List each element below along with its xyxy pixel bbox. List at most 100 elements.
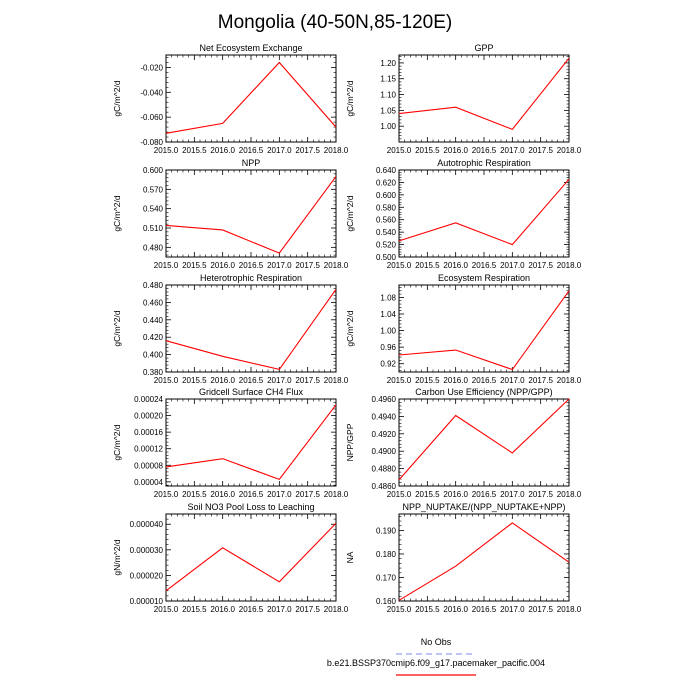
chart-panel: Net Ecosystem Exchange 2015.0 2015.5 2016.0… <box>112 43 349 155</box>
legend-case-label: b.e21.BSSP370cmip6.f09_g17.pacemaker_pac… <box>327 658 545 668</box>
legend: No Obs b.e21.BSSP370cmip6.f09_g17.pacema… <box>327 637 545 676</box>
x-tick-label: 2016.0 <box>443 490 468 499</box>
x-tick-label: 2016.0 <box>443 261 468 270</box>
x-tick-label: 2018.0 <box>324 376 349 385</box>
y-tick-label: -0.020 <box>140 63 163 72</box>
x-tick-label: 2015.0 <box>154 261 179 270</box>
series-line <box>165 289 337 371</box>
y-tick-label: 0.000040 <box>130 520 164 529</box>
y-tick-label: 0.180 <box>376 550 397 559</box>
y-tick-label: 0.420 <box>143 333 164 342</box>
x-tick-label: 2018.0 <box>557 146 582 155</box>
x-tick-label: 2016.0 <box>443 376 468 385</box>
series-line <box>165 61 337 134</box>
plot-frame <box>398 513 570 602</box>
x-tick-label: 2016.5 <box>239 376 264 385</box>
x-tick-label: 2015.0 <box>387 261 412 270</box>
x-tick-label: 2016.0 <box>443 605 468 614</box>
x-tick-label: 2017.5 <box>528 261 553 270</box>
x-tick-label: 2016.5 <box>239 605 264 614</box>
y-tick-label: 0.4880 <box>372 465 397 474</box>
y-tick-label: 0.500 <box>376 253 397 262</box>
y-tick-label: 0.190 <box>376 526 397 535</box>
y-tick-label: 0.160 <box>376 597 397 606</box>
x-tick-label: 2017.5 <box>295 261 320 270</box>
y-tick-label: 1.05 <box>380 106 396 115</box>
y-tick-label: 0.4860 <box>372 482 397 491</box>
series-line <box>165 404 337 481</box>
x-tick-label: 2015.5 <box>415 376 440 385</box>
x-tick-label: 2018.0 <box>557 490 582 499</box>
y-tick-label: 0.620 <box>376 178 397 187</box>
x-tick-label: 2015.5 <box>182 490 207 499</box>
x-tick-label: 2015.0 <box>387 376 412 385</box>
chart-panel: Soil NO3 Pool Loss to Leaching 2015.0 2015… <box>112 502 349 614</box>
y-tick-label: 0.580 <box>376 203 397 212</box>
series-line <box>398 290 570 371</box>
legend-obs-label: No Obs <box>421 637 452 647</box>
x-tick-label: 2016.5 <box>472 605 497 614</box>
x-tick-label: 2015.5 <box>415 261 440 270</box>
y-tick-label: 0.520 <box>376 241 397 250</box>
x-tick-label: 2018.0 <box>557 376 582 385</box>
x-tick-label: 2017.0 <box>500 261 525 270</box>
y-tick-label: 0.00024 <box>134 395 163 404</box>
plot-frame <box>165 513 337 602</box>
x-tick-label: 2017.5 <box>528 376 553 385</box>
y-tick-label: 0.460 <box>143 298 164 307</box>
x-tick-label: 2015.5 <box>182 376 207 385</box>
y-tick-label: -0.040 <box>140 88 163 97</box>
x-tick-label: 2018.0 <box>324 605 349 614</box>
y-tick-label: 0.000020 <box>130 571 164 580</box>
x-tick-label: 2018.0 <box>557 261 582 270</box>
x-tick-label: 2017.5 <box>295 376 320 385</box>
y-tick-label: 0.600 <box>376 191 397 200</box>
y-tick-label: 0.00016 <box>134 428 163 437</box>
chart-panel: NPP_NUPTAKE/(NPP_NUPTAKE+NPP) 2015.0 2015.… <box>345 502 582 614</box>
y-tick-label: 0.440 <box>143 316 164 325</box>
y-tick-label: 0.170 <box>376 573 397 582</box>
x-tick-label: 2016.5 <box>472 490 497 499</box>
y-tick-label: 0.4900 <box>372 447 397 456</box>
y-axis-label: gC/m^2/d <box>345 195 355 231</box>
x-tick-label: 2016.5 <box>239 490 264 499</box>
chart-panel: GPP 2015.0 2015.5 2016.0 2016.5 2017.0 2017.5 2… <box>345 43 582 155</box>
y-tick-label: 0.000030 <box>130 546 164 555</box>
y-axis-label: NPP/GPP <box>345 423 355 461</box>
panel-title: Gridcell Surface CH4 Flux <box>199 387 304 397</box>
series-line <box>398 398 570 481</box>
x-tick-label: 2015.0 <box>154 490 179 499</box>
chart-panel: Ecosystem Respiration 2015.0 2015.5 2016.0 2… <box>345 273 582 385</box>
y-tick-label: 1.08 <box>380 293 396 302</box>
y-axis-label: gC/m^2/d <box>112 310 122 346</box>
y-tick-label: 0.400 <box>143 351 164 360</box>
x-tick-label: 2016.5 <box>472 146 497 155</box>
x-tick-label: 2018.0 <box>324 146 349 155</box>
x-tick-label: 2016.0 <box>210 376 235 385</box>
y-tick-label: 0.000010 <box>130 597 164 606</box>
series-line <box>165 522 337 592</box>
x-tick-label: 2015.0 <box>387 605 412 614</box>
y-tick-label: 0.4940 <box>372 412 397 421</box>
y-tick-label: 0.4920 <box>372 430 397 439</box>
y-tick-label: 0.96 <box>380 343 396 352</box>
x-tick-label: 2015.5 <box>182 605 207 614</box>
x-tick-label: 2015.0 <box>154 605 179 614</box>
y-axis-label: gC/m^2/d <box>112 424 122 460</box>
panel-title: Carbon Use Efficiency (NPP/GPP) <box>415 387 552 397</box>
x-tick-label: 2017.5 <box>528 146 553 155</box>
series-line <box>165 176 337 254</box>
figure-title: Mongolia (40-50N,85-120E) <box>218 12 452 33</box>
series-line <box>398 57 570 131</box>
y-tick-label: 1.04 <box>380 310 396 319</box>
y-tick-label: 0.00008 <box>134 461 163 470</box>
x-tick-label: 2015.0 <box>387 490 412 499</box>
plot-frame <box>398 169 570 258</box>
plot-frame <box>165 169 337 258</box>
y-tick-label: 1.20 <box>380 59 396 68</box>
x-tick-label: 2017.5 <box>295 605 320 614</box>
x-tick-label: 2016.0 <box>210 146 235 155</box>
y-tick-label: 0.540 <box>143 205 164 214</box>
